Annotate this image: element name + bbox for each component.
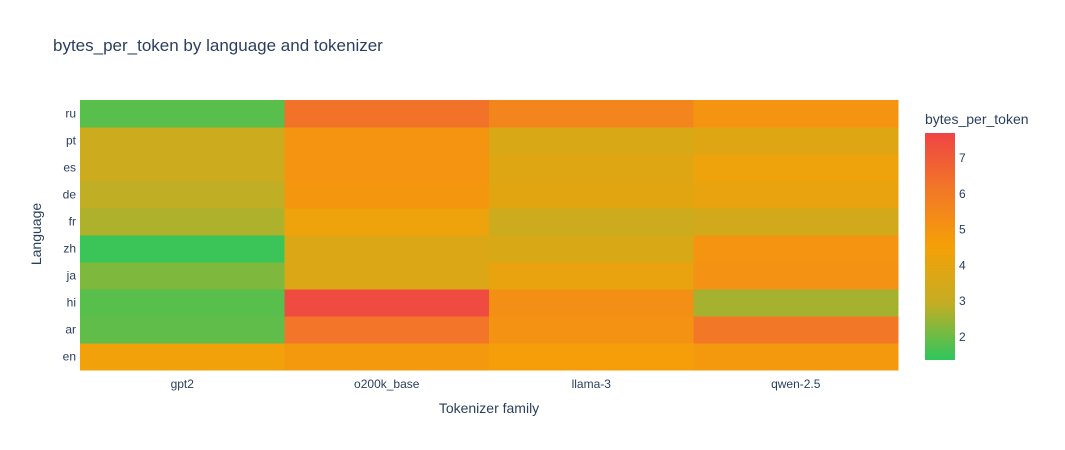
heatmap-cell-zh-llama-3 — [489, 235, 694, 263]
y-tick-label: es — [63, 161, 76, 175]
heatmap-cell-es-qwen-2.5 — [693, 154, 899, 182]
heatmap-cell-de-gpt2 — [80, 181, 285, 209]
heatmap-cell-pt-gpt2 — [80, 127, 285, 155]
heatmap-cell-ar-o200k_base — [284, 316, 490, 344]
heatmap-cell-ru-llama-3 — [489, 100, 694, 128]
y-tick-label: ar — [65, 323, 76, 337]
heatmap-cell-pt-qwen-2.5 — [693, 127, 899, 155]
heatmap-cell-fr-qwen-2.5 — [693, 208, 899, 236]
y-tick-label: ru — [65, 107, 76, 121]
heatmap-cell-es-gpt2 — [80, 154, 285, 182]
heatmap-cell-zh-qwen-2.5 — [693, 235, 899, 263]
heatmap-cell-hi-qwen-2.5 — [693, 289, 899, 317]
heatmap-cell-de-o200k_base — [284, 181, 490, 209]
colorbar-title: bytes_per_token — [925, 111, 1029, 127]
heatmap-cell-fr-gpt2 — [80, 208, 285, 236]
heatmap-cell-en-gpt2 — [80, 343, 285, 371]
heatmap-cell-hi-llama-3 — [489, 289, 694, 317]
heatmap-cell-en-o200k_base — [284, 343, 490, 371]
colorbar-tick-label: 6 — [959, 187, 966, 201]
colorbar-tick-label: 7 — [959, 151, 966, 165]
y-tick-label: zh — [63, 242, 76, 256]
y-axis-ticks: en ar hi ja zh fr de es pt ru — [63, 107, 77, 364]
x-axis-ticks: gpt2 o200k_base llama-3 qwen-2.5 — [171, 377, 821, 391]
heatmap-cell-ja-o200k_base — [284, 262, 490, 290]
heatmap-cell-fr-o200k_base — [284, 208, 490, 236]
heatmap-cell-pt-o200k_base — [284, 127, 490, 155]
colorbar-tick-label: 2 — [959, 330, 966, 344]
heatmap-cell-ru-gpt2 — [80, 100, 285, 128]
colorbar-tick-label: 5 — [959, 223, 966, 237]
y-axis-label: Language — [28, 203, 44, 266]
heatmap-cell-hi-o200k_base — [284, 289, 490, 317]
x-tick-label: o200k_base — [354, 377, 420, 391]
colorbar — [925, 133, 955, 360]
heatmap-cell-de-llama-3 — [489, 181, 694, 209]
y-tick-label: de — [63, 188, 77, 202]
x-tick-label: qwen-2.5 — [771, 377, 821, 391]
y-tick-label: pt — [66, 134, 77, 148]
heatmap-cells — [80, 100, 899, 371]
heatmap-cell-en-qwen-2.5 — [693, 343, 899, 371]
x-tick-label: gpt2 — [171, 377, 195, 391]
heatmap-cell-ar-llama-3 — [489, 316, 694, 344]
y-tick-label: fr — [69, 215, 76, 229]
heatmap-cell-es-o200k_base — [284, 154, 490, 182]
heatmap-cell-de-qwen-2.5 — [693, 181, 899, 209]
heatmap-cell-pt-llama-3 — [489, 127, 694, 155]
heatmap-cell-ja-gpt2 — [80, 262, 285, 290]
heatmap-cell-zh-gpt2 — [80, 235, 285, 263]
y-tick-label: en — [63, 350, 76, 364]
colorbar-tick-label: 4 — [959, 258, 966, 272]
heatmap-cell-en-llama-3 — [489, 343, 694, 371]
heatmap-cell-es-llama-3 — [489, 154, 694, 182]
heatmap-cell-ja-llama-3 — [489, 262, 694, 290]
colorbar-tick-label: 3 — [959, 294, 966, 308]
colorbar-ticks: 2 3 4 5 6 7 — [959, 151, 966, 344]
heatmap-cell-ja-qwen-2.5 — [693, 262, 899, 290]
x-tick-label: llama-3 — [572, 377, 612, 391]
heatmap-cell-hi-gpt2 — [80, 289, 285, 317]
y-tick-label: ja — [66, 269, 77, 283]
y-tick-label: hi — [67, 296, 76, 310]
heatmap-cell-ru-qwen-2.5 — [693, 100, 899, 128]
heatmap-cell-ar-gpt2 — [80, 316, 285, 344]
heatmap-cell-fr-llama-3 — [489, 208, 694, 236]
heatmap-cell-ru-o200k_base — [284, 100, 490, 128]
x-axis-label: Tokenizer family — [439, 400, 539, 416]
heatmap-cell-ar-qwen-2.5 — [693, 316, 899, 344]
heatmap-cell-zh-o200k_base — [284, 235, 490, 263]
chart-title: bytes_per_token by language and tokenize… — [53, 36, 383, 55]
